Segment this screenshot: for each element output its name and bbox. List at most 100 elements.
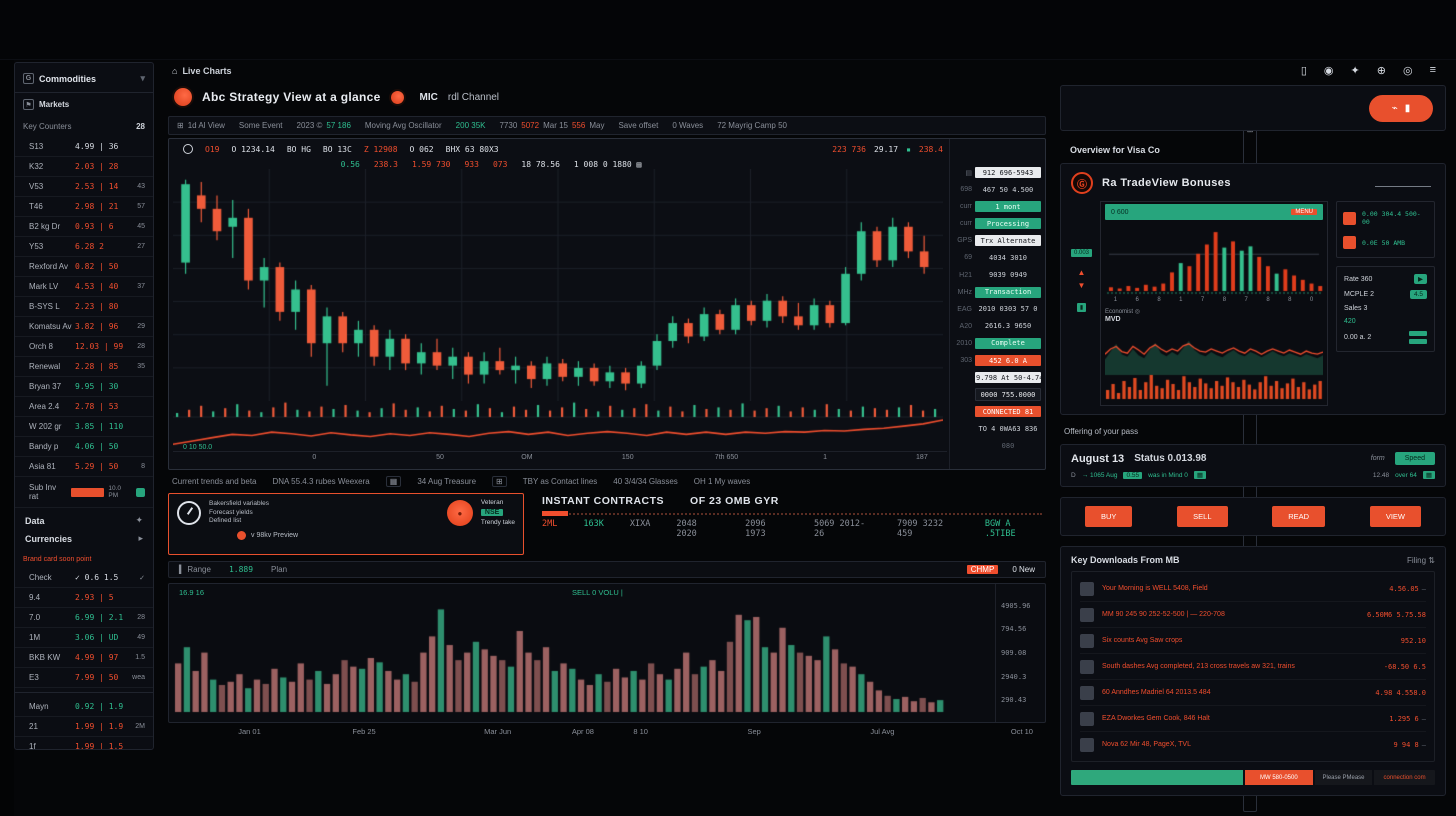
watchlist-row[interactable]: Rexford Av 0.82 | 50: [15, 257, 153, 277]
globe-icon[interactable]: ⊕: [1376, 65, 1386, 77]
toolbar-item[interactable]: Save offset: [618, 121, 658, 130]
watchlist-row[interactable]: Check ✓ 0.6 1.5 ✓: [15, 568, 153, 588]
order-book-row[interactable]: 080: [954, 439, 1041, 454]
download-row[interactable]: Your Morning is WELL 5408, Field 4.56.05—: [1080, 576, 1426, 602]
order-book-row[interactable]: H21 9039 0949: [954, 268, 1041, 283]
speed-button[interactable]: Speed: [1394, 452, 1435, 465]
watchlist-row[interactable]: B-SYS L 2.23 | 80: [15, 297, 153, 317]
toolbar-item[interactable]: Some Event: [239, 121, 283, 130]
downloads-filter[interactable]: Filing ⇅: [1406, 555, 1435, 565]
toolbar-item[interactable]: 2023 © 57 186: [297, 121, 351, 130]
breadcrumb[interactable]: ⌂ Live Charts: [168, 62, 1046, 84]
watchlist-row[interactable]: Mayn 0.92 | 1.9: [15, 697, 153, 717]
toolbar-item[interactable]: ⊞ 1d Al View: [177, 121, 225, 130]
btool-label[interactable]: 34 Aug Treasure: [417, 477, 477, 486]
alert-card-footer[interactable]: v 98kv Preview: [177, 528, 515, 540]
order-book-row[interactable]: EAG 2010 0303 57 0: [954, 302, 1041, 317]
progress-segment[interactable]: connection com: [1374, 770, 1435, 785]
action-button[interactable]: SELL: [1177, 506, 1228, 527]
mini-charts-container[interactable]: 0 600 MENU 1 6 8 1 7 8 7 8 8 0 Economist ◎ MVD: [1100, 201, 1329, 406]
candlestick-chart-area[interactable]: O19 O 1234.14 BO HG BO 13C Z 12908 O 062 BHX 6…: [169, 139, 949, 469]
sidebar-section-currencies[interactable]: Currencies ▸: [15, 533, 153, 551]
sidebar-header[interactable]: G Commodities ▾: [15, 69, 153, 93]
order-book-row[interactable]: ▤ 912 696-5943: [954, 165, 1041, 180]
grid-icon[interactable]: ⊞: [492, 476, 507, 487]
watchlist-row[interactable]: Area 2.4 2.78 | 53: [15, 397, 153, 417]
order-book-row[interactable]: 69 4034 3010: [954, 250, 1041, 265]
sidebar-item-key-counters[interactable]: Key Counters 28: [15, 116, 153, 137]
btool-label[interactable]: 40 3/4/34 Glasses: [613, 477, 678, 486]
order-book-row[interactable]: curr Processing: [954, 216, 1041, 231]
download-row[interactable]: South dashes Avg completed, 213 cross tr…: [1080, 654, 1426, 680]
progress-segment[interactable]: Please PMease: [1314, 770, 1373, 785]
equalizer-icon[interactable]: ≡: [1429, 64, 1436, 76]
btool-label[interactable]: DNA 55.4.3 rubes Weexera: [272, 477, 370, 486]
order-book-row[interactable]: 303 452 6.0 A: [954, 353, 1041, 368]
trade-pill-button[interactable]: ⌁ ▮: [1369, 95, 1433, 122]
chevron-down-icon[interactable]: ▾: [140, 73, 145, 83]
download-row[interactable]: EZA Dworkes Gem Cook, 846 Halt 1.295 6—: [1080, 706, 1426, 732]
action-button[interactable]: VIEW: [1369, 506, 1421, 527]
action-button[interactable]: BUY: [1085, 506, 1133, 527]
order-book-row[interactable]: 9.798 At 50-4.74: [954, 370, 1041, 385]
indicator-canvas[interactable]: [173, 401, 943, 451]
record-dot-icon[interactable]: ●: [446, 500, 473, 526]
alert-card[interactable]: Bakersfield variables Forecast yields Defi…: [168, 493, 524, 555]
mini-chart-header-bar[interactable]: 0 600 MENU: [1105, 204, 1324, 220]
watchlist-row[interactable]: Komatsu Av 3.82 | 96 29: [15, 317, 153, 337]
watchlist-row[interactable]: V53 2.53 | 14 43: [15, 177, 153, 197]
download-row[interactable]: Nova 62 Mir 48, PageX, TVL 9 94 8—: [1080, 732, 1426, 757]
order-book-row[interactable]: 2010 Complete: [954, 336, 1041, 351]
shield-icon[interactable]: ◉: [1323, 65, 1334, 77]
toolbar-item[interactable]: 7730 5072 Mar 15 556 May: [499, 121, 604, 130]
order-book-row[interactable]: TO 4 0WA63 836: [954, 421, 1041, 436]
watchlist-row[interactable]: Y53 6.28 2 27: [15, 237, 153, 257]
action-button[interactable]: READ: [1272, 506, 1326, 527]
target-icon[interactable]: ◎: [1402, 65, 1413, 77]
btool-label[interactable]: Current trends and beta: [172, 477, 257, 486]
watchlist-alert-row[interactable]: Sub Inv rat 10.0 PM: [15, 477, 153, 508]
watchlist-row[interactable]: 7.0 6.99 | 2.1 28: [15, 608, 153, 628]
candlestick-canvas[interactable]: [173, 169, 943, 401]
alert-chip[interactable]: CHMP: [966, 565, 999, 574]
watchlist-row[interactable]: 21 1.99 | 1.9 2M: [15, 717, 153, 737]
users-icon[interactable]: ✦: [1350, 65, 1360, 77]
volume-panel[interactable]: 16.9 16 SELL 0 VOLU | 4905.96 794.56 909.0…: [168, 583, 1046, 723]
order-book-row[interactable]: A20 2616.3 9650: [954, 319, 1041, 334]
toolbar-item[interactable]: Moving Avg Oscillator: [365, 121, 442, 130]
toolbar-item[interactable]: 200 35K: [456, 121, 486, 130]
watchlist-row[interactable]: E3 7.99 | 50 wea: [15, 668, 153, 688]
menu-chip[interactable]: MENU: [1291, 209, 1318, 215]
alert-dot-icon[interactable]: [390, 90, 404, 104]
watchlist-row[interactable]: W 202 gr 3.85 | 110: [15, 417, 153, 437]
watchlist-row[interactable]: 1M 3.06 | UD 49: [15, 628, 153, 648]
watchlist-row[interactable]: Orch 8 12.03 | 99 28: [15, 337, 153, 357]
toolbar-item[interactable]: 0 Waves: [672, 121, 703, 130]
calendar-icon[interactable]: ▦: [385, 476, 402, 487]
order-book-row[interactable]: 698 467 50 4.500: [954, 182, 1041, 197]
volume-histogram-canvas[interactable]: [169, 584, 989, 722]
watchlist-row[interactable]: 1f 1.99 | 1.5: [15, 737, 153, 749]
watchlist-row[interactable]: Asia 81 5.29 | 50 8: [15, 457, 153, 477]
sidebar-section-data[interactable]: Data ✦: [15, 508, 153, 533]
watchlist-row[interactable]: T46 2.98 | 21 57: [15, 197, 153, 217]
download-row[interactable]: Six counts Avg Saw crops 952.10: [1080, 628, 1426, 654]
progress-segment[interactable]: MW 580-0500: [1244, 770, 1313, 785]
btool-label[interactable]: TBY as Contact lines: [522, 477, 598, 486]
record-icon[interactable]: [183, 144, 193, 154]
download-row[interactable]: 60 Anndhes Madriel 64 2013.5 484 4.98 4.5…: [1080, 680, 1426, 706]
sidebar-item-markets[interactable]: ⚑ Markets: [15, 93, 153, 116]
news-label[interactable]: 0 New: [1012, 565, 1035, 574]
window-icon[interactable]: ▯: [1300, 65, 1307, 77]
watchlist-row[interactable]: S13 4.99 | 36: [15, 137, 153, 157]
watchlist-row[interactable]: B2 kg Dr 0.93 | 6 45: [15, 217, 153, 237]
watchlist-row[interactable]: 9.4 2.93 | 5: [15, 588, 153, 608]
order-book-row[interactable]: curr 1 mont: [954, 199, 1041, 214]
watchlist-row[interactable]: Renewal 2.28 | 85 35: [15, 357, 153, 377]
progress-bar[interactable]: MW 580-0500 Please PMease connection com: [1071, 770, 1435, 785]
download-row[interactable]: MM 90 245 90 252-52-500 | — 220-708 6.50M…: [1080, 602, 1426, 628]
progress-segment[interactable]: [1071, 770, 1243, 785]
offer-card[interactable]: August 13 Status 0.013.98 form Speed D → …: [1060, 444, 1446, 487]
order-book-row[interactable]: 0000 755.0000: [954, 387, 1041, 402]
watchlist-row[interactable]: K32 2.03 | 28: [15, 157, 153, 177]
